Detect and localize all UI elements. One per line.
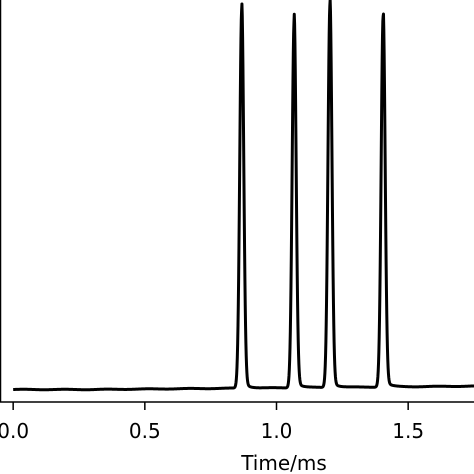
x-tick-label: 1.5 bbox=[392, 419, 424, 443]
x-tick-label: 0.0 bbox=[0, 419, 29, 443]
x-tick-label: 1.0 bbox=[261, 419, 293, 443]
x-axis-title: Time/ms bbox=[240, 451, 327, 474]
x-tick-label: 0.5 bbox=[129, 419, 161, 443]
signal-series-line bbox=[12, 0, 474, 392]
plot-area bbox=[12, 0, 474, 392]
x-axis-ticks: 0.0 0.5 1.0 1.5 bbox=[0, 402, 424, 443]
